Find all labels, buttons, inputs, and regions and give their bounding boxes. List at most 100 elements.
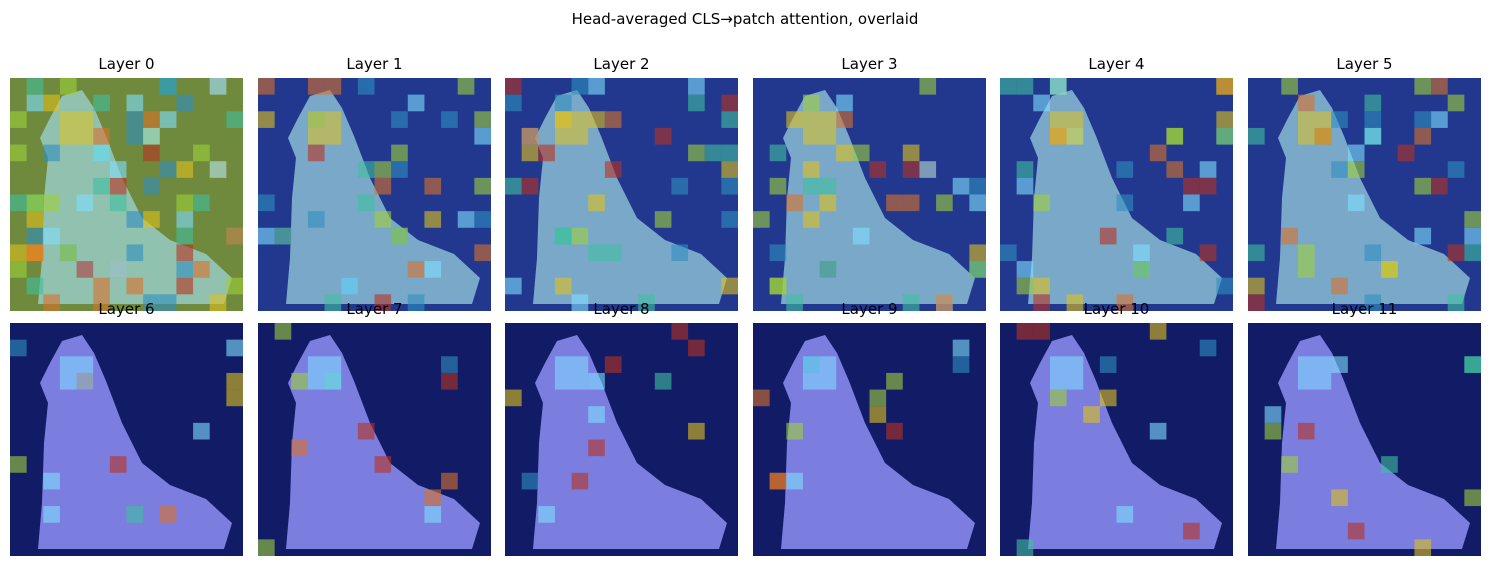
attention-patch bbox=[1016, 323, 1034, 340]
attention-patch bbox=[1216, 111, 1233, 128]
attention-patch bbox=[209, 161, 227, 178]
attention-patch bbox=[671, 244, 689, 262]
attention-patch bbox=[902, 294, 920, 311]
attention-patch bbox=[10, 456, 27, 473]
attention-patch bbox=[424, 489, 442, 507]
attention-patch bbox=[886, 372, 903, 390]
attention-patch bbox=[1297, 244, 1315, 262]
attention-patch bbox=[654, 372, 672, 390]
attention-patch bbox=[505, 277, 522, 295]
panel bbox=[1248, 78, 1481, 311]
panel-title: Layer 7 bbox=[346, 300, 402, 318]
attention-patch bbox=[1297, 261, 1315, 278]
attention-patch bbox=[43, 144, 60, 162]
panel-title: Layer 3 bbox=[841, 55, 897, 73]
attention-patch bbox=[424, 506, 442, 523]
panel-title: Layer 9 bbox=[841, 300, 897, 318]
head-patch bbox=[59, 356, 94, 390]
attention-patch bbox=[638, 294, 655, 311]
attention-patch bbox=[1364, 94, 1382, 112]
attention-patch bbox=[1033, 94, 1050, 112]
attention-patch bbox=[1464, 244, 1481, 262]
attention-patch bbox=[93, 294, 110, 311]
attention-patch bbox=[474, 211, 491, 228]
attention-patch bbox=[521, 177, 539, 195]
attention-patch bbox=[819, 194, 837, 212]
attention-patch bbox=[836, 94, 853, 112]
attention-patch bbox=[1414, 539, 1432, 556]
attention-patch bbox=[769, 472, 787, 490]
attention-patch bbox=[1199, 177, 1217, 195]
attention-patch bbox=[1133, 244, 1150, 262]
attention-patch bbox=[1347, 161, 1365, 178]
attention-patch bbox=[1133, 261, 1150, 278]
attention-patch bbox=[1149, 144, 1167, 162]
attention-patch bbox=[538, 144, 555, 162]
attention-patch bbox=[26, 78, 44, 95]
attention-patch bbox=[1033, 194, 1050, 212]
attention-patch bbox=[374, 294, 392, 311]
attention-patch bbox=[324, 78, 342, 95]
attention-patch bbox=[1447, 244, 1465, 262]
attention-patch bbox=[869, 406, 887, 423]
attention-patch bbox=[521, 472, 539, 490]
attention-patch bbox=[474, 177, 491, 195]
attention-patch bbox=[1447, 94, 1465, 112]
attention-patch bbox=[604, 111, 622, 128]
attention-patch bbox=[143, 127, 160, 145]
attention-patch bbox=[258, 78, 275, 95]
attention-patch bbox=[1248, 294, 1265, 311]
attention-patch bbox=[1397, 144, 1415, 162]
attention-patch bbox=[159, 78, 177, 95]
attention-patch bbox=[1199, 339, 1217, 357]
attention-patch bbox=[571, 227, 589, 245]
attention-patch bbox=[441, 372, 458, 390]
attention-patch bbox=[1016, 161, 1034, 178]
attention-patch bbox=[474, 111, 491, 128]
attention-patch bbox=[1447, 161, 1465, 178]
attention-patch bbox=[1297, 94, 1315, 112]
attention-patch bbox=[109, 194, 127, 212]
attention-patch bbox=[1016, 539, 1034, 556]
attention-patch bbox=[721, 177, 738, 195]
attention-patch bbox=[1347, 144, 1365, 162]
attention-patch bbox=[258, 194, 275, 212]
attention-patch bbox=[688, 422, 705, 440]
attention-patch bbox=[936, 194, 953, 212]
attention-patch bbox=[1381, 261, 1398, 278]
attention-patch bbox=[93, 277, 110, 295]
attention-patch bbox=[226, 372, 243, 390]
attention-patch bbox=[1183, 522, 1200, 540]
attention-patch bbox=[1216, 127, 1233, 145]
attention-patch bbox=[1149, 422, 1167, 440]
attention-patch bbox=[474, 127, 491, 145]
panel bbox=[753, 323, 986, 556]
panel-title: Layer 4 bbox=[1088, 55, 1144, 73]
attention-patch bbox=[1364, 127, 1382, 145]
attention-patch bbox=[902, 144, 920, 162]
attention-patch bbox=[143, 111, 160, 128]
attention-patch bbox=[721, 111, 738, 128]
attention-patch bbox=[76, 194, 94, 212]
attention-patch bbox=[1049, 389, 1067, 407]
attention-patch bbox=[769, 244, 787, 262]
attention-patch bbox=[307, 78, 325, 95]
attention-patch bbox=[1414, 111, 1432, 128]
attention-patch bbox=[391, 144, 408, 162]
attention-patch bbox=[671, 323, 689, 340]
attention-patch bbox=[424, 177, 442, 195]
attention-patch bbox=[1464, 356, 1481, 373]
attention-patch bbox=[126, 94, 144, 112]
attention-patch bbox=[721, 94, 738, 112]
attention-patch bbox=[588, 406, 605, 423]
attention-patch bbox=[1049, 78, 1067, 95]
attention-patch bbox=[1414, 127, 1432, 145]
attention-patch bbox=[407, 94, 425, 112]
attention-patch bbox=[1116, 506, 1134, 523]
attention-patch bbox=[1464, 489, 1481, 507]
head-patch bbox=[307, 356, 342, 390]
attention-patch bbox=[852, 144, 870, 162]
attention-patch bbox=[919, 78, 937, 95]
panel bbox=[258, 78, 491, 311]
